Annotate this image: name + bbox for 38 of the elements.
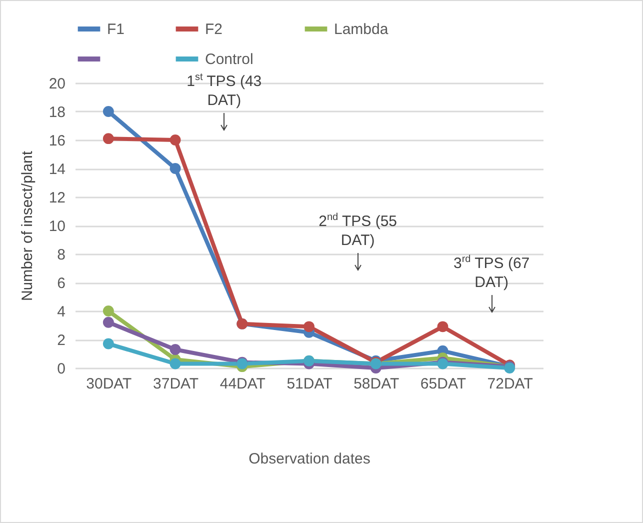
y-tick-label: 4 [57,304,66,320]
y-tick-label: 14 [48,161,66,178]
y-tick-label: 0 [57,360,66,378]
point [102,338,114,350]
y-tick-label: 8 [57,246,66,264]
point [170,358,181,370]
y-tick-label: 12 [48,190,66,206]
y-tick-label: 18 [48,104,66,121]
x-axis-title: Observation dates [248,450,370,468]
annotation: 2$^{nd}$ TPS (55 DAT) [318,212,398,248]
annotation: 3$^{rd}$ TPS (67 DAT) [453,254,530,292]
x-tick-label: 65DAT [420,376,466,392]
y-tick-label: 2 [57,332,66,349]
point [437,321,448,332]
point [304,321,314,332]
x-tick-label: 30DAT [86,376,132,392]
point [170,344,181,355]
point [170,134,181,146]
x-tick-label: 37DAT [152,376,199,392]
point [102,133,114,144]
x-tick-label: 72DAT [487,376,533,392]
y-tick-label: 16 [48,132,66,150]
y-axis-title: Number of insect/plant [18,150,36,302]
x-tick-label: 51DAT [286,376,332,392]
x-tick-label: 44DAT [220,376,266,392]
x-tick-label: 58DAT [354,376,400,392]
y-tick-label: 10 [48,218,66,235]
y-tick-label: 20 [48,76,66,92]
legend-label: F1 [107,21,125,38]
y-tick-label: 6 [57,275,66,292]
legend-label: Lambda [334,21,389,38]
annotation: 1$^{st}$ TPS (43 DAT) [186,72,262,109]
point [102,306,114,316]
legend-label: F2 [205,21,223,38]
point [102,106,114,117]
point [102,316,114,328]
legend-label: Control [205,51,254,68]
point [170,163,181,174]
